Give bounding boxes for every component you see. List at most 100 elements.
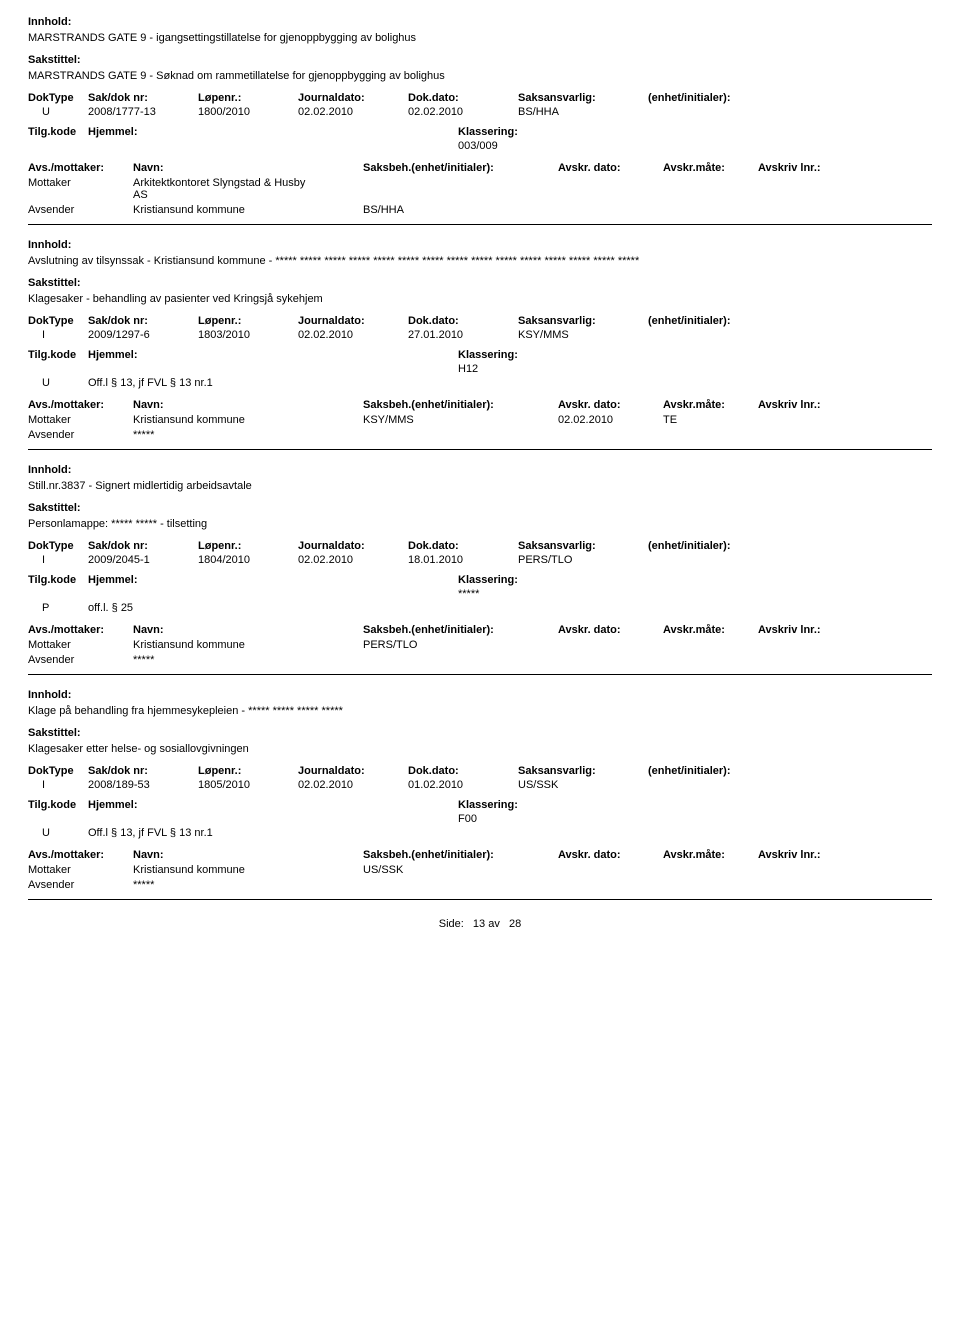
footer-side-label: Side: <box>439 918 464 930</box>
party-saksbeh <box>363 429 558 441</box>
meta-header-row: DokTypeSak/dok nr:Løpenr.:Journaldato:Do… <box>28 315 932 327</box>
party-avskrdato <box>558 429 663 441</box>
saksansvarlig-value: BS/HHA <box>518 106 648 118</box>
dokdato-value: 27.01.2010 <box>408 329 518 341</box>
lopenr-label: Løpenr.: <box>198 92 298 104</box>
party-avskrdato <box>558 864 663 876</box>
sakstittel-text: MARSTRANDS GATE 9 - Søknad om rammetilla… <box>28 70 932 82</box>
navn-label: Navn: <box>133 399 363 411</box>
innhold-text: Avslutning av tilsynssak - Kristiansund … <box>28 255 932 267</box>
meta-header-row: DokTypeSak/dok nr:Løpenr.:Journaldato:Do… <box>28 540 932 552</box>
avskrmate-label: Avskr.måte: <box>663 624 758 636</box>
party-avskrdato <box>558 639 663 651</box>
meta-value-row: I2009/1297-61803/201002.02.201027.01.201… <box>28 329 932 341</box>
sakdok-label: Sak/dok nr: <box>88 540 198 552</box>
avskrdato-label: Avskr. dato: <box>558 849 663 861</box>
party-navn: ***** <box>133 654 363 666</box>
doktype-label: DokType <box>28 315 88 327</box>
party-navn-line1: ***** <box>133 429 363 441</box>
journaldato-value: 02.02.2010 <box>298 554 408 566</box>
party-role: Mottaker <box>28 639 133 651</box>
innhold-text: Klage på behandling fra hjemmesykepleien… <box>28 705 932 717</box>
party-row: Avsender***** <box>28 429 932 441</box>
tilgkode-label: Tilg.kode <box>28 126 88 138</box>
avskrdato-label: Avskr. dato: <box>558 624 663 636</box>
dokdato-value: 01.02.2010 <box>408 779 518 791</box>
innhold-text: MARSTRANDS GATE 9 - igangsettingstillate… <box>28 32 932 44</box>
party-avskrmate <box>663 177 758 201</box>
tilgkode-label: Tilg.kode <box>28 574 88 586</box>
tilg-row: Tilg.kodeHjemmel:Klassering:H12 <box>28 349 932 375</box>
avsmottaker-label: Avs./mottaker: <box>28 849 133 861</box>
hjemmel-value-row: UOff.l § 13, jf FVL § 13 nr.1 <box>28 377 458 389</box>
party-row: Avsender***** <box>28 879 932 891</box>
tilg-hjemmel-block: Tilg.kodeHjemmel:Klassering:*****Poff.l.… <box>28 574 932 614</box>
party-role: Mottaker <box>28 177 133 201</box>
party-role: Avsender <box>28 204 133 216</box>
hjemmel-label: Hjemmel: <box>88 349 138 361</box>
party-saksbeh: PERS/TLO <box>363 639 558 651</box>
meta-header-row: DokTypeSak/dok nr:Løpenr.:Journaldato:Do… <box>28 92 932 104</box>
doktype-label: DokType <box>28 92 88 104</box>
saksbeh-label: Saksbeh.(enhet/initialer): <box>363 399 558 411</box>
innhold-label: Innhold: <box>28 239 932 251</box>
saksbeh-label: Saksbeh.(enhet/initialer): <box>363 162 558 174</box>
hjemmel-value-row: Poff.l. § 25 <box>28 602 458 614</box>
party-avskrmate <box>663 639 758 651</box>
saksbeh-label: Saksbeh.(enhet/initialer): <box>363 849 558 861</box>
doktype-label: DokType <box>28 540 88 552</box>
party-navn: Arkitektkontoret Slyngstad & HusbyAS <box>133 177 363 201</box>
doktype-value: U <box>28 106 88 118</box>
party-saksbeh: KSY/MMS <box>363 414 558 426</box>
party-navn-line1: Kristiansund kommune <box>133 639 363 651</box>
sakstittel-label: Sakstittel: <box>28 277 932 289</box>
klassering-label: Klassering: <box>458 349 518 361</box>
party-row: MottakerKristiansund kommunePERS/TLO <box>28 639 932 651</box>
meta-value-row: I2009/2045-11804/201002.02.201018.01.201… <box>28 554 932 566</box>
avskrivlnr-label: Avskriv lnr.: <box>758 849 868 861</box>
party-avskrivlnr <box>758 429 868 441</box>
sakstittel-label: Sakstittel: <box>28 727 932 739</box>
footer-av: av <box>488 918 500 930</box>
page-footer: Side: 13 av 28 <box>28 918 932 930</box>
lopenr-label: Løpenr.: <box>198 765 298 777</box>
sakdok-value: 2009/2045-1 <box>88 554 198 566</box>
party-saksbeh <box>363 879 558 891</box>
klassering-label: Klassering: <box>458 799 518 811</box>
party-row: MottakerKristiansund kommuneKSY/MMS02.02… <box>28 414 932 426</box>
party-avskrmate <box>663 429 758 441</box>
dokdato-label: Dok.dato: <box>408 540 518 552</box>
meta-value-row: I2008/189-531805/201002.02.201001.02.201… <box>28 779 932 791</box>
party-navn-line1: ***** <box>133 879 363 891</box>
lopenr-value: 1804/2010 <box>198 554 298 566</box>
party-role: Avsender <box>28 879 133 891</box>
avskrivlnr-label: Avskriv lnr.: <box>758 399 868 411</box>
party-navn-line1: Kristiansund kommune <box>133 864 363 876</box>
avs-header-row: Avs./mottaker:Navn:Saksbeh.(enhet/initia… <box>28 849 932 861</box>
doktype-value: I <box>28 329 88 341</box>
party-role: Mottaker <box>28 864 133 876</box>
party-role: Avsender <box>28 654 133 666</box>
saksansvarlig-label: Saksansvarlig: <box>518 540 648 552</box>
party-navn-line1: Kristiansund kommune <box>133 204 363 216</box>
journaldato-label: Journaldato: <box>298 92 408 104</box>
record-separator <box>28 449 932 450</box>
record-separator <box>28 224 932 225</box>
hjemmel-label: Hjemmel: <box>88 799 138 811</box>
party-avskrmate: TE <box>663 414 758 426</box>
saksansvarlig-value: US/SSK <box>518 779 648 791</box>
tilg-row: Tilg.kodeHjemmel:Klassering:003/009 <box>28 126 932 152</box>
footer-page-num: 13 <box>473 918 485 930</box>
party-role: Avsender <box>28 429 133 441</box>
innhold-label: Innhold: <box>28 16 932 28</box>
avskrmate-label: Avskr.måte: <box>663 162 758 174</box>
party-avskrivlnr <box>758 654 868 666</box>
enhet-label: (enhet/initialer): <box>648 315 798 327</box>
dokdato-label: Dok.dato: <box>408 765 518 777</box>
innhold-label: Innhold: <box>28 689 932 701</box>
party-avskrmate <box>663 864 758 876</box>
tilg-hjemmel-block: Tilg.kodeHjemmel:Klassering:H12UOff.l § … <box>28 349 932 389</box>
party-row: MottakerKristiansund kommuneUS/SSK <box>28 864 932 876</box>
saksbeh-label: Saksbeh.(enhet/initialer): <box>363 624 558 636</box>
party-navn: Kristiansund kommune <box>133 204 363 216</box>
